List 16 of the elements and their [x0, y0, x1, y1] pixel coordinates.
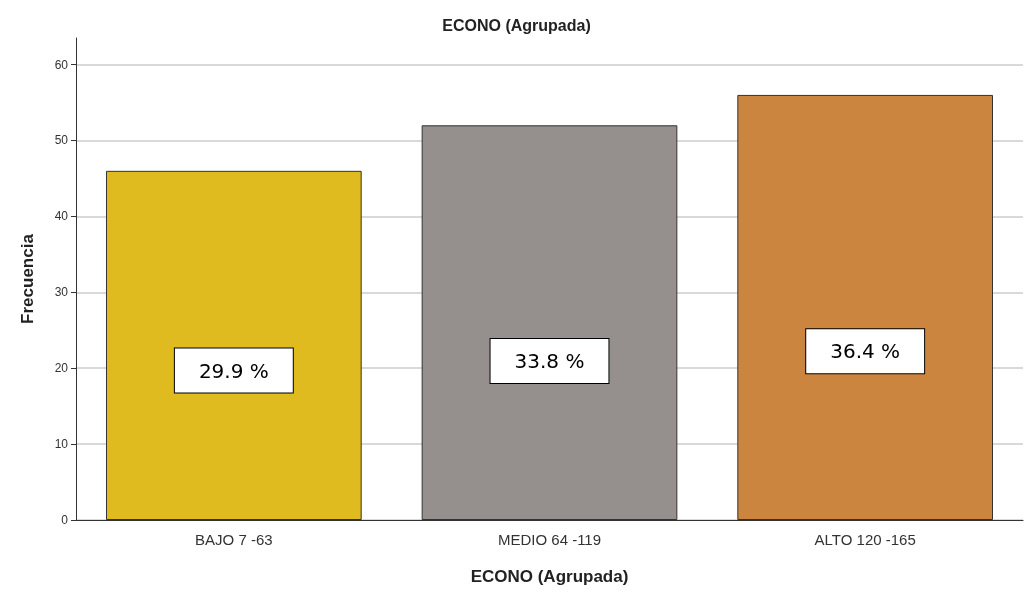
annotation: 29.9 %: [198, 358, 269, 383]
x-axis-title: ECONO (Agrupada): [470, 567, 629, 586]
x-tick-label: MEDIO 64 -119: [497, 531, 602, 548]
x-tick-label: ALTO 120 -165: [814, 531, 916, 548]
chart-title: ECONO (Agrupada): [442, 16, 591, 34]
y-tick-label: 60: [54, 57, 69, 72]
y-tick-label: 10: [54, 437, 69, 452]
y-tick-label: 50: [54, 133, 69, 148]
y-axis-title: Frecuencia: [18, 233, 37, 324]
y-tick-label: 0: [61, 513, 69, 527]
y-tick-label: 30: [54, 285, 69, 300]
x-tick-label: BAJO 7 -63: [195, 531, 273, 548]
annotation: 33.8 %: [514, 348, 585, 373]
y-tick-label: 20: [54, 361, 69, 376]
annotation: 36.4 %: [830, 339, 901, 364]
y-tick-label: 40: [54, 209, 69, 224]
